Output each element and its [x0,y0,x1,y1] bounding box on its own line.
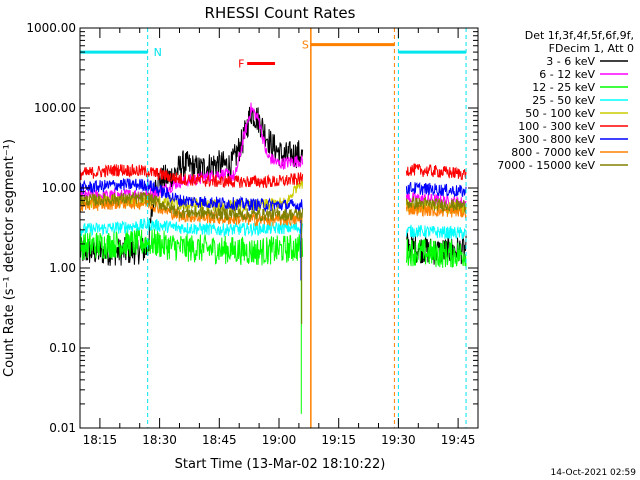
y-tick-label: 100.00 [34,101,76,115]
legend-label: 300 - 800 keV [518,133,595,146]
series-line-3 [80,218,467,240]
legend-header-line: Det 1f,3f,4f,5f,6f,9f, [525,29,634,42]
series-line-5 [79,163,467,189]
x-tick-label: 19:15 [321,433,356,447]
annotation-label-S: S [302,39,309,52]
x-tick-label: 18:15 [83,433,118,447]
plot-area: N F S [79,28,467,428]
legend-label: 800 - 7000 keV [511,146,595,159]
x-tick-label: 19:45 [441,433,476,447]
y-tick-label: 1.00 [49,261,76,275]
x-tick-label: 19:00 [262,433,297,447]
legend-header-line: FDecim 1, Att 0 [549,42,634,55]
legend: Det 1f,3f,4f,5f,6f,9f,FDecim 1, Att 03 -… [497,29,634,172]
legend-label: 3 - 6 keV [546,55,595,68]
series-line-6 [79,178,467,214]
annotation-label-F: F [238,57,244,70]
axes: 1000.00 100.00 10.00 1.00 0.10 0.01 18:15 18:30… [26,21,479,447]
legend-label: 25 - 50 keV [532,94,595,107]
legend-label: 12 - 25 keV [532,81,595,94]
y-tick-label: 0.10 [49,341,76,355]
y-tick-label: 1000.00 [26,21,76,35]
legend-label: 100 - 300 keV [518,120,595,133]
timestamp: 14-Oct-2021 02:59 [551,468,637,478]
legend-label: 6 - 12 keV [539,68,595,81]
annotation-label-N: N [154,46,162,59]
x-tick-label: 18:45 [202,433,237,447]
x-axis-label: Start Time (13-Mar-02 18:10:22) [175,457,386,472]
series-line-2 [79,226,467,269]
x-tick-label: 19:30 [381,433,416,447]
chart-title: RHESSI Count Rates [205,4,356,22]
series-line-8 [79,191,467,222]
x-tick-label: 18:30 [142,433,177,447]
legend-label: 7000 - 15000 keV [497,159,595,172]
y-axis-label: Count Rate (s⁻¹ detector segment⁻¹) [2,139,17,377]
y-tick-label: 10.00 [42,181,76,195]
legend-label: 50 - 100 keV [525,107,595,120]
y-tick-label: 0.01 [49,421,76,435]
